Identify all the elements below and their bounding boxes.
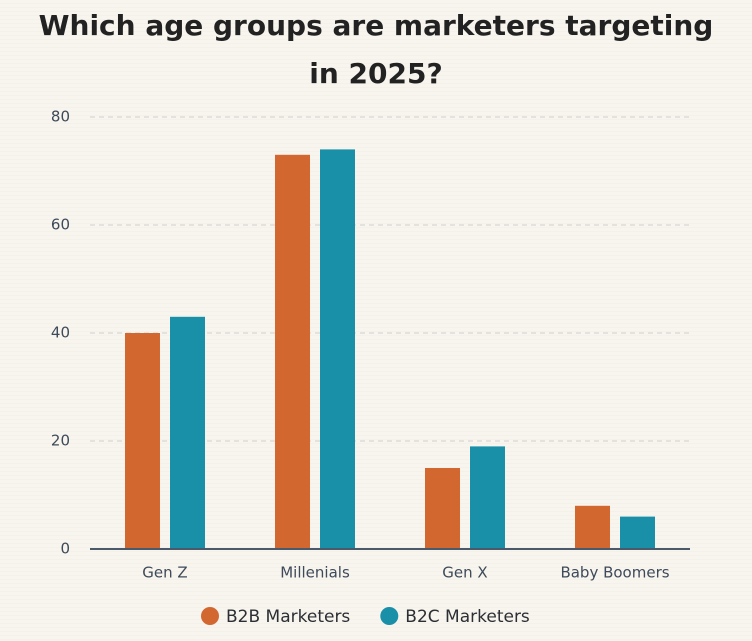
bar — [620, 516, 655, 549]
legend-label: B2B Marketers — [226, 607, 350, 627]
chart-title: Which age groups are marketers targeting… — [38, 9, 714, 90]
legend-swatch — [201, 607, 219, 625]
x-tick-label: Millenials — [280, 564, 350, 582]
y-tick-label: 60 — [51, 216, 70, 234]
bar — [170, 316, 205, 549]
bar — [320, 149, 355, 549]
y-tick-label: 80 — [51, 108, 70, 126]
x-tick-label: Gen X — [442, 564, 487, 582]
y-tick-label: 40 — [51, 324, 70, 342]
bar — [125, 333, 160, 549]
legend-swatch — [380, 607, 399, 625]
bar — [470, 446, 505, 549]
legend-label: B2C Marketers — [405, 607, 530, 627]
bar — [275, 154, 310, 550]
bar — [575, 505, 610, 549]
bar — [425, 468, 460, 549]
y-tick-label: 0 — [60, 540, 70, 558]
x-tick-label: Baby Boomers — [560, 564, 669, 582]
y-tick-label: 20 — [51, 432, 70, 450]
x-tick-label: Gen Z — [142, 564, 187, 582]
